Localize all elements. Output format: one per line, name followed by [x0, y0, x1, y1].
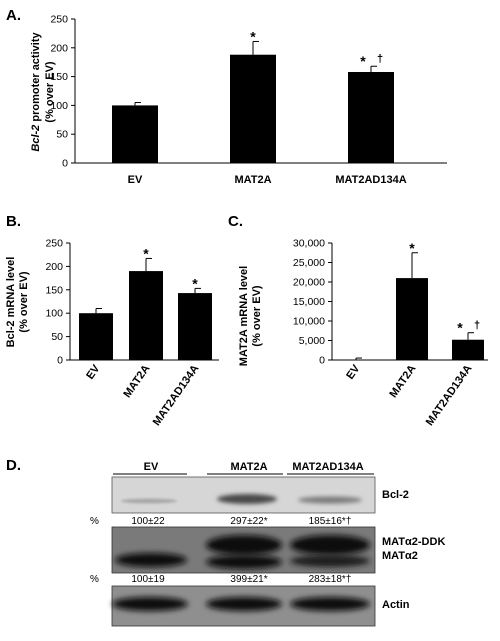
y-tick-label-b: 0 [57, 355, 63, 367]
plot-area-a: 0 50 100 150 200 250 EV * MAT2A * † MAT2AD134A [50, 14, 447, 187]
y-tick-label-b: 50 [51, 331, 63, 343]
blot-quant-mata2-mat2ad134a: 283±18*† [309, 574, 352, 585]
bar-a-mat2a [230, 55, 276, 163]
y-axis-title-a-rest: promoter activity [30, 32, 42, 125]
bar-c-mat2ad134a [452, 340, 484, 360]
plot-area-b: 0 50 100 150 200 250 EV * MAT2A * MAT2AD134A [45, 238, 219, 429]
y-axis-title-a: Bcl-2 promoter activity [30, 32, 42, 152]
y-axis-title-c-line2: (% over EV) [251, 285, 263, 346]
significance-marker-c-mat2ad134a: * [457, 320, 463, 336]
chart-a: A. Bcl-2 promoter activity (% over EV) 0… [6, 7, 447, 186]
y-tick-label-c: 5,000 [299, 335, 325, 347]
bar-b-mat2a [129, 271, 163, 360]
significance-marker-c-mat2a: * [409, 240, 415, 256]
category-label-c-ev: EV [344, 362, 363, 381]
significance-marker-a-mat2ad134a: * [360, 53, 366, 69]
category-label-a-ev: EV [128, 174, 143, 186]
y-tick-label-a: 250 [50, 14, 68, 26]
blot-label-bcl2: Bcl-2 [382, 489, 409, 501]
panel-letter-d: D. [6, 457, 21, 474]
panel-letter-c: C. [228, 213, 243, 230]
blot-quant-prefix-1: % [90, 516, 99, 527]
significance-marker-b-mat2a: * [143, 245, 149, 261]
blot-band-actin-mat2a [206, 597, 282, 611]
plot-area-c: 0 5,000 10,000 15,000 20,000 25,000 30,000 EV * M… [293, 238, 488, 429]
blot-quant-prefix-2: % [90, 574, 99, 585]
blot-band-mata2-ev [115, 553, 187, 567]
category-label-b-mat2ad134a: MAT2AD134A [151, 363, 202, 428]
western-blot: D. EV MAT2A MAT2AD134A Bcl-2 % 100±22 29… [6, 457, 445, 626]
y-tick-label-b: 200 [45, 261, 63, 273]
bar-a-ev [112, 105, 158, 163]
category-label-c-mat2ad134a: MAT2AD134A [424, 363, 475, 428]
blot-band-bcl2-mat2ad134a [298, 497, 362, 504]
chart-b: B. Bcl-2 mRNA level (% over EV) 0 50 100 15… [5, 213, 219, 428]
y-tick-label-a: 0 [62, 158, 68, 170]
y-tick-label-c: 25,000 [293, 257, 325, 269]
chart-c: C. MAT2A mRNA level (% over EV) 0 5,000 10… [228, 213, 488, 428]
blot-band-actin-mat2ad134a [290, 597, 370, 611]
bar-c-mat2a [396, 278, 428, 360]
bar-a-mat2ad134a [348, 72, 394, 163]
category-label-b-mat2a: MAT2A [121, 363, 152, 400]
category-label-a-mat2ad134a: MAT2AD134A [335, 174, 406, 186]
y-axis-title-a-italic: Bcl-2 [30, 125, 42, 152]
blot-band-actin-ev [112, 597, 188, 611]
significance-marker-b-mat2ad134a: * [192, 275, 198, 291]
blot-band-mata2ddk-mat2ad134a [290, 535, 370, 555]
category-label-b-ev: EV [84, 362, 103, 381]
y-tick-label-a: 50 [56, 129, 68, 141]
panel-letter-a: A. [6, 7, 21, 24]
blot-band-mata2-mat2a [206, 555, 282, 569]
blot-band-bcl2-mat2a [217, 494, 277, 504]
blot-label-mata2ddk: MATα2-DDK [382, 536, 445, 548]
y-tick-label-a: 150 [50, 71, 68, 83]
blot-quant-bcl2-ev: 100±22 [131, 516, 165, 527]
significance-marker-a-mat2a: * [250, 28, 256, 44]
y-tick-label-c: 30,000 [293, 238, 325, 250]
blot-band-bcl2-ev [121, 499, 177, 504]
blot-group-mat2a: MAT2A [230, 461, 267, 473]
blot-quant-bcl2-mat2a: 297±22* [230, 516, 267, 527]
y-axis-title-b-line2: (% over EV) [18, 271, 30, 332]
dagger-marker-c-mat2ad134a: † [474, 320, 480, 332]
blot-label-mata2: MATα2 [382, 550, 418, 562]
blot-group-mat2ad134a: MAT2AD134A [292, 461, 363, 473]
blot-quant-mata2-ev: 100±19 [131, 574, 165, 585]
y-tick-label-a: 100 [50, 100, 68, 112]
blot-band-mata2-mat2ad134a [290, 555, 370, 567]
blot-group-ev: EV [144, 461, 159, 473]
y-tick-label-c: 20,000 [293, 277, 325, 289]
blot-quant-mata2-mat2a: 399±21* [230, 574, 267, 585]
y-axis-title-c-line1: MAT2A mRNA level [238, 266, 250, 366]
y-tick-label-a: 200 [50, 42, 68, 54]
y-tick-label-c: 10,000 [293, 316, 325, 328]
y-tick-label-b: 150 [45, 284, 63, 296]
y-tick-label-b: 100 [45, 308, 63, 320]
blot-quant-bcl2-mat2ad134a: 185±16*† [309, 516, 352, 527]
y-tick-label-c: 0 [319, 355, 325, 367]
y-axis-title-b-line1: Bcl-2 mRNA level [5, 257, 17, 348]
blot-band-mata2ddk-mat2a [206, 535, 282, 555]
category-label-c-mat2a: MAT2A [387, 363, 418, 400]
blot-label-actin: Actin [382, 599, 410, 611]
dagger-marker-a-mat2ad134a: † [377, 53, 383, 65]
category-label-a-mat2a: MAT2A [234, 174, 271, 186]
y-tick-label-c: 15,000 [293, 296, 325, 308]
y-tick-label-b: 250 [45, 238, 63, 250]
panel-letter-b: B. [6, 213, 21, 230]
bar-b-mat2ad134a [178, 293, 212, 360]
bar-b-ev [79, 313, 113, 360]
